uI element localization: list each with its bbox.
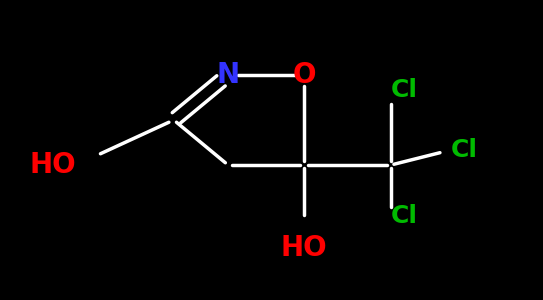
- Text: HO: HO: [281, 234, 327, 262]
- Text: Cl: Cl: [451, 138, 478, 162]
- Text: Cl: Cl: [391, 204, 418, 228]
- Text: Cl: Cl: [391, 78, 418, 102]
- Text: HO: HO: [29, 151, 76, 179]
- Text: O: O: [292, 61, 316, 89]
- Text: N: N: [217, 61, 239, 89]
